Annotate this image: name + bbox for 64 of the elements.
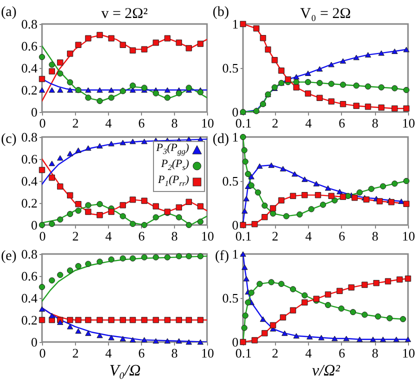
y-tick-label: 0.4	[21, 174, 38, 188]
y-tick-label: 0.8	[21, 246, 38, 262]
y-tick-label: 1	[232, 16, 238, 32]
legend-label: P$_{2}$(P$_{s}$)	[161, 158, 189, 174]
text: (b)	[212, 5, 230, 20]
x-tick-label: 8	[372, 228, 378, 244]
x-tick-label: 4	[305, 346, 312, 360]
chart-title: v = 2Ω²	[101, 6, 148, 22]
x-tick-label: 10	[201, 228, 214, 244]
y-tick-label: 0.4	[21, 290, 38, 306]
y-tick-label: 0.2	[21, 82, 38, 98]
y-tick-label: 1	[232, 246, 238, 262]
y-tick-label: 0.5	[222, 290, 238, 306]
x-tick-label: 8	[372, 346, 378, 360]
y-tick-label: 0.6	[21, 152, 38, 166]
x-tick-label: 2	[272, 228, 278, 244]
legend-label: P$_{1}$(P$_{rr}$)	[158, 174, 189, 191]
x-tick-label: 2	[272, 116, 278, 130]
x-tick-label: 8	[171, 116, 178, 130]
y-tick-label: 0.2	[21, 312, 38, 328]
x-axis-title: v/Ω²	[312, 362, 342, 380]
y-tick-label: 0.2	[21, 196, 38, 210]
y-tick-label: 1	[232, 130, 238, 144]
legend-label: P$_{3}$(P$_{gg}$)	[156, 142, 189, 158]
x-tick-label: 8	[171, 346, 178, 360]
x-tick-label: 10	[402, 346, 415, 360]
y-tick-label: 0	[31, 104, 38, 120]
x-tick-label: 6	[338, 116, 346, 130]
x-tick-label: 8	[171, 228, 178, 244]
text: (f)	[215, 249, 230, 264]
x-tick-label: 2	[72, 116, 79, 130]
x-tick-label: 2	[72, 346, 79, 360]
x-tick-label: 4	[105, 346, 112, 360]
x-tick-label: 8	[372, 116, 378, 130]
y-tick-label: 0	[31, 218, 38, 232]
x-tick-label: 10	[402, 116, 415, 130]
y-tick-label: 0.4	[21, 60, 38, 76]
x-tick-label: 4	[305, 116, 312, 130]
text: (a)	[1, 5, 17, 20]
x-tick-label: 10	[402, 228, 415, 244]
y-tick-label: 0.5	[222, 60, 238, 76]
chart-title: V₀ = 2Ω	[300, 6, 351, 22]
x-tick-label: 6	[138, 116, 146, 130]
x-tick-label: 4	[105, 116, 112, 130]
x-tick-label: 10	[201, 346, 214, 360]
y-tick-label: 0	[31, 334, 38, 350]
x-tick-label: 10	[201, 116, 214, 130]
y-tick-label: 0.6	[21, 268, 38, 284]
x-tick-label: 4	[305, 228, 312, 244]
text: (c)	[1, 132, 17, 147]
x-tick-label: 2	[72, 228, 79, 244]
y-tick-label: 0.8	[21, 130, 38, 144]
x-tick-label: 6	[138, 346, 146, 360]
y-tick-label: 0.6	[21, 38, 38, 54]
x-axis-title: V₀/Ω	[109, 362, 141, 380]
text: (d)	[212, 132, 230, 147]
y-tick-label: 0.8	[21, 16, 38, 32]
x-tick-label: 6	[338, 228, 346, 244]
x-tick-label: 6	[338, 346, 346, 360]
x-tick-label: 6	[138, 228, 146, 244]
x-tick-label: 2	[272, 346, 278, 360]
y-tick-label: 0.5	[222, 174, 238, 188]
x-tick-label: 4	[105, 228, 112, 244]
text: (e)	[1, 249, 17, 264]
